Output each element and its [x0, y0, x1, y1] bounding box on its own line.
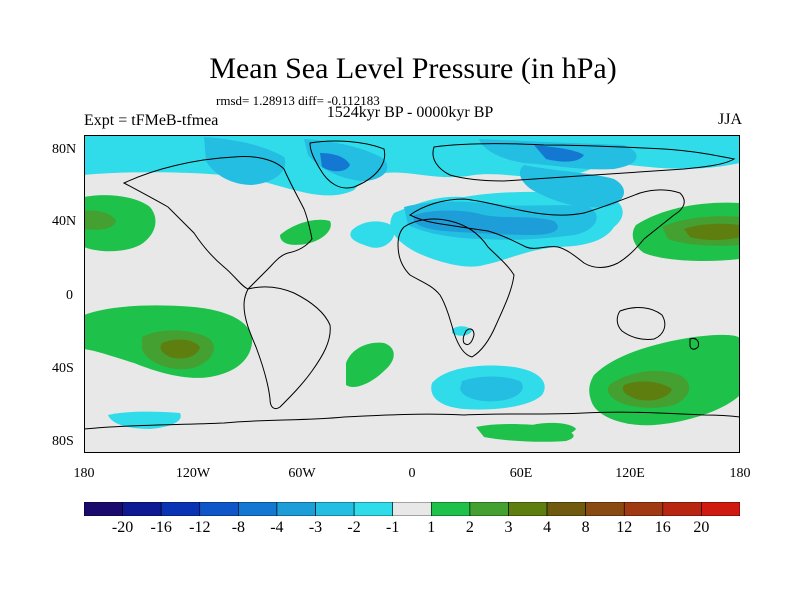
colorbar-label: 20: [693, 519, 710, 536]
colorbar-label: 4: [543, 519, 552, 536]
coastlines: [84, 140, 740, 430]
colorbar-swatch: [546, 502, 586, 516]
colorbar-label: 12: [616, 519, 633, 536]
colorbar-label: 16: [654, 519, 671, 536]
lon-label-120w: 120W: [175, 466, 211, 481]
colorbar-label: -20: [111, 519, 134, 536]
colorbar-swatch: [392, 502, 432, 516]
colorbar-swatch: [160, 502, 201, 516]
colorbar-swatch: [701, 502, 740, 516]
colorbar-swatch: [623, 502, 664, 516]
colorbar-swatch: [84, 502, 123, 516]
lon-label-60w: 60W: [288, 466, 316, 481]
lon-label-180e: 180: [729, 466, 751, 481]
period-subtitle: 1524kyr BP - 0000kyr BP: [326, 104, 494, 121]
southern-anomalies: [84, 305, 740, 442]
colorbar-swatch: [662, 502, 702, 516]
colorbar-label: 3: [504, 519, 513, 536]
lon-label-0: 0: [408, 466, 416, 481]
colorbar: [84, 502, 740, 516]
positive-anomaly-north: [84, 195, 740, 261]
colorbar-label: -8: [231, 519, 246, 536]
lat-label-80s: 80S: [52, 434, 74, 449]
lon-label-180w: 180: [73, 466, 95, 481]
colorbar-swatch: [199, 502, 239, 516]
colorbar-label: -12: [189, 519, 211, 536]
lat-label-80n: 80N: [52, 142, 77, 157]
colorbar-swatch: [353, 502, 394, 516]
colorbar-swatch: [238, 502, 278, 516]
map-frame: [84, 135, 740, 453]
lon-label-120e: 120E: [615, 466, 645, 481]
season-label: JJA: [717, 111, 742, 128]
colorbar-swatch: [508, 502, 548, 516]
colorbar-label: -3: [308, 519, 323, 536]
pressure-map: [84, 135, 740, 453]
colorbar-label: -2: [347, 519, 361, 536]
colorbar-swatch: [585, 502, 625, 516]
lon-label-60e: 60E: [509, 466, 533, 481]
colorbar-label: -4: [270, 519, 284, 536]
colorbar-label: 2: [465, 519, 474, 536]
colorbar-label: -1: [386, 519, 400, 536]
experiment-label: Expt = tFMeB-tfmea: [84, 112, 219, 129]
colorbar-label: -16: [150, 519, 172, 536]
colorbar-label: 1: [427, 519, 436, 536]
colorbar-swatch: [430, 502, 471, 516]
map-title: Mean Sea Level Pressure (in hPa): [209, 52, 617, 85]
stats-text: rmsd= 1.28913 diff= -0.112183: [216, 93, 380, 108]
lat-label-0: 0: [66, 288, 73, 303]
colorbar-swatch: [315, 502, 355, 516]
lat-label-40n: 40N: [52, 214, 77, 229]
colorbar-swatch: [276, 502, 316, 516]
lat-label-40s: 40S: [52, 361, 74, 376]
colorbar-label: 8: [581, 519, 590, 536]
colorbar-swatch: [469, 502, 509, 516]
colorbar-swatch: [122, 502, 162, 516]
